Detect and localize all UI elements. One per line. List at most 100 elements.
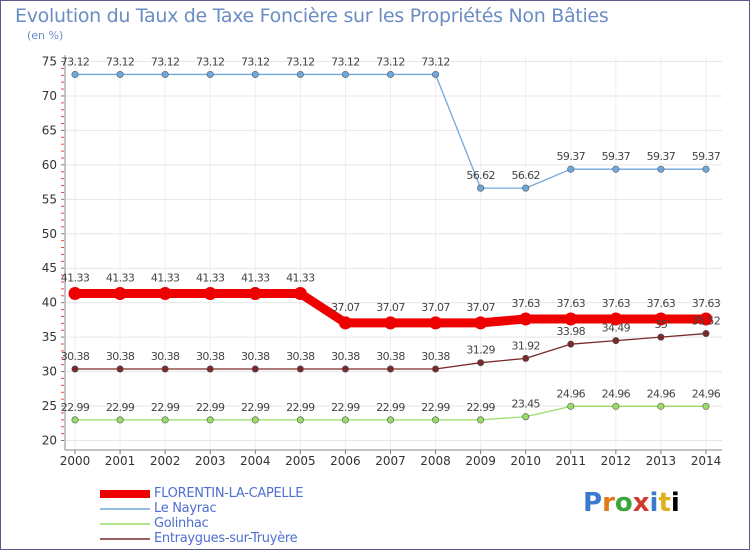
data-point	[567, 402, 575, 410]
legend-label-golinhac: Golinhac	[154, 516, 209, 531]
data-label: 41.33	[61, 272, 90, 285]
data-point	[522, 354, 530, 362]
data-label: 41.33	[241, 272, 270, 285]
data-label: 31.92	[511, 339, 540, 352]
data-point	[567, 165, 575, 173]
data-label: 73.12	[331, 55, 360, 68]
y-tick-label: 75	[42, 55, 57, 69]
data-point	[248, 287, 262, 301]
logo-letter: o	[614, 488, 633, 518]
logo-letter: x	[632, 488, 650, 518]
legend-item-entraygues: Entraygues-sur-Truyère	[100, 531, 303, 546]
x-tick-label: 2002	[150, 454, 181, 468]
legend-swatch-florentin	[100, 489, 150, 498]
y-tick-label: 60	[42, 158, 57, 172]
data-point	[519, 312, 533, 326]
x-tick-label: 2013	[646, 454, 677, 468]
data-label: 22.99	[421, 401, 450, 414]
data-label: 22.99	[151, 401, 180, 414]
data-point	[251, 70, 259, 78]
data-point	[386, 70, 394, 78]
data-point	[702, 165, 710, 173]
data-point	[296, 70, 304, 78]
logo-letter: i	[649, 488, 659, 518]
chart-title: Evolution du Taux de Taxe Foncière sur l…	[15, 5, 609, 27]
data-point	[477, 416, 485, 424]
data-label: 22.99	[376, 401, 405, 414]
data-point	[341, 70, 349, 78]
data-label: 73.12	[421, 55, 450, 68]
data-point	[702, 402, 710, 410]
data-point	[429, 316, 443, 330]
y-tick-label: 70	[42, 89, 57, 103]
x-tick-label: 2004	[240, 454, 271, 468]
proxiti-logo: Proxiti	[583, 488, 680, 518]
data-label: 37.07	[466, 301, 495, 314]
data-point	[68, 287, 82, 301]
data-label: 24.96	[692, 387, 721, 400]
data-point	[657, 402, 665, 410]
data-label: 41.33	[196, 272, 225, 285]
data-label: 59.37	[692, 150, 721, 163]
x-tick-label: 2009	[465, 454, 496, 468]
data-point	[161, 70, 169, 78]
x-tick-label: 2012	[601, 454, 632, 468]
legend-label-florentin: FLORENTIN-LA-CAPELLE	[154, 486, 304, 501]
y-tick-label: 50	[42, 227, 57, 241]
legend-item-florentin: FLORENTIN-LA-CAPELLE	[100, 486, 304, 501]
data-label: 56.62	[466, 169, 495, 182]
data-point	[116, 365, 124, 373]
data-label: 73.12	[151, 55, 180, 68]
data-point	[116, 416, 124, 424]
data-point	[612, 165, 620, 173]
data-point	[657, 333, 665, 341]
x-tick-label: 2010	[510, 454, 541, 468]
data-point	[161, 365, 169, 373]
data-label: 34.49	[602, 322, 631, 335]
data-label: 30.38	[331, 350, 360, 363]
data-label: 73.12	[196, 55, 225, 68]
data-point	[341, 365, 349, 373]
data-point	[383, 316, 397, 330]
x-tick-label: 2007	[375, 454, 406, 468]
data-point	[474, 316, 488, 330]
data-label: 73.12	[286, 55, 315, 68]
data-label: 73.12	[241, 55, 270, 68]
data-point	[71, 365, 79, 373]
data-point	[432, 416, 440, 424]
data-label: 41.33	[106, 272, 135, 285]
data-label: 22.99	[331, 401, 360, 414]
data-point	[654, 312, 668, 326]
data-point	[251, 365, 259, 373]
x-tick-label: 2005	[285, 454, 316, 468]
data-point	[296, 416, 304, 424]
data-label: 37.63	[647, 297, 676, 310]
data-point	[522, 184, 530, 192]
legend-label-le-nayrac: Le Nayrac	[154, 501, 217, 516]
legend-swatch-entraygues	[100, 537, 150, 540]
data-label: 30.38	[421, 350, 450, 363]
y-tick-label: 55	[42, 192, 57, 206]
data-label: 37.07	[331, 301, 360, 314]
data-label: 22.99	[241, 401, 270, 414]
data-point	[206, 416, 214, 424]
data-label: 37.63	[602, 297, 631, 310]
y-tick-label: 35	[42, 330, 57, 344]
data-point	[206, 365, 214, 373]
data-point	[477, 184, 485, 192]
data-point	[477, 359, 485, 367]
data-point	[158, 287, 172, 301]
x-tick-label: 2003	[195, 454, 226, 468]
x-tick-label: 2008	[420, 454, 451, 468]
y-tick-label: 25	[42, 399, 57, 413]
data-point	[116, 70, 124, 78]
data-label: 22.99	[466, 401, 495, 414]
legend-swatch-golinhac	[100, 522, 150, 525]
data-point	[432, 70, 440, 78]
data-label: 73.12	[61, 55, 90, 68]
data-point	[702, 330, 710, 338]
data-label: 24.96	[557, 387, 586, 400]
data-point	[296, 365, 304, 373]
data-label: 59.37	[602, 150, 631, 163]
